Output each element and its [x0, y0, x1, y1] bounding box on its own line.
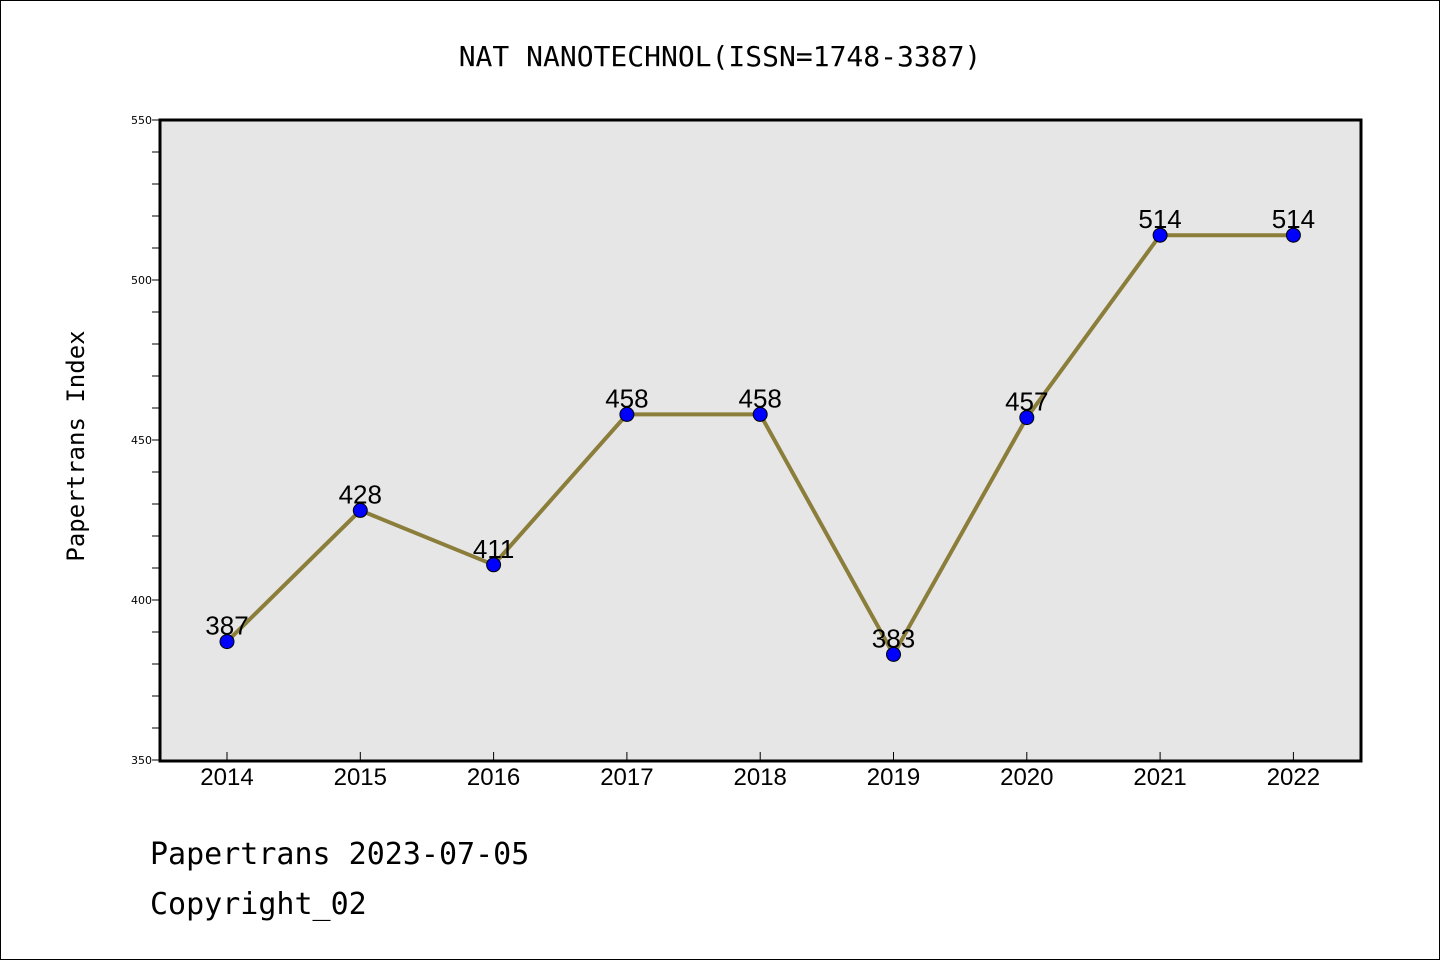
data-point	[886, 646, 901, 662]
data-label: 514	[1272, 204, 1315, 234]
x-tick-label: 2022	[1267, 764, 1320, 791]
chart-title: NAT NANOTECHNOL(ISSN=1748-3387)	[459, 40, 982, 73]
data-point	[1152, 227, 1168, 243]
y-tick-label: 400	[131, 594, 152, 607]
data-label: 411	[473, 534, 514, 564]
data-point	[619, 406, 635, 422]
data-point	[1285, 227, 1301, 243]
x-tick-label: 2014	[200, 764, 253, 791]
plot-area	[158, 118, 1363, 763]
y-tick-label: 450	[131, 434, 152, 447]
x-tick-label: 2018	[734, 764, 787, 791]
x-tick-label: 2020	[1000, 764, 1053, 791]
x-tick-label: 2021	[1133, 764, 1186, 791]
x-axis: 2014 2015 2016 2017 2018 2019 2020 2021 2022	[200, 752, 1320, 791]
footer-copyright: Copyright_02	[150, 887, 367, 922]
data-point	[486, 557, 502, 573]
data-label: 458	[739, 383, 782, 413]
data-label: 514	[1138, 204, 1181, 234]
y-tick-label: 500	[131, 274, 152, 287]
data-point	[219, 634, 235, 650]
y-axis-label: Papertrans Index	[62, 330, 90, 561]
data-points	[219, 227, 1301, 662]
data-labels: 387 428 411 458 458 383 457 514 514	[205, 204, 1315, 653]
data-label: 428	[339, 479, 382, 509]
data-point	[752, 406, 768, 422]
y-axis: 350 400 450 500 550	[131, 114, 160, 767]
data-label: 457	[1005, 387, 1048, 417]
data-label: 387	[205, 611, 248, 641]
x-tick-label: 2015	[334, 764, 387, 791]
footer-date: Papertrans 2023-07-05	[150, 837, 529, 872]
data-label: 383	[872, 623, 915, 653]
data-point	[352, 502, 368, 518]
y-tick-label: 550	[131, 114, 152, 127]
y-tick-label: 350	[131, 754, 152, 767]
x-tick-label: 2016	[467, 764, 520, 791]
data-point	[1019, 410, 1035, 426]
x-tick-label: 2019	[867, 764, 920, 791]
x-tick-label: 2017	[600, 764, 653, 791]
data-label: 458	[605, 383, 648, 413]
